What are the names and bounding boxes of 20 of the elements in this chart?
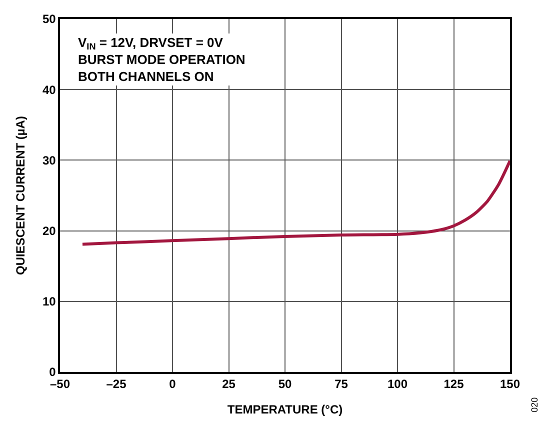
y-tick-label: 0	[49, 365, 56, 380]
y-tick-label: 50	[42, 12, 56, 26]
y-tick-label: 40	[42, 82, 56, 97]
x-tick-label: 125	[444, 377, 464, 392]
y-axis-title: QUIESCENT CURRENT (µA)	[13, 116, 28, 275]
x-tick-label: 0	[169, 377, 176, 392]
y-tick-label: 20	[42, 224, 56, 238]
x-tick-label: –25	[106, 377, 127, 392]
y-tick-label: 10	[42, 294, 56, 309]
line-series	[81, 159, 510, 246]
x-axis-title: TEMPERATURE (°C)	[227, 402, 343, 417]
annotation: V$_{IN}$ = 12V, DRVSET = 0V BURST MODE OPERATION BOTH CHANNELS ON	[78, 35, 246, 84]
x-tick-label: 100	[387, 377, 408, 392]
text: 020	[530, 397, 540, 412]
x-tick-label: 75	[334, 377, 348, 392]
x-tick-label: 25	[222, 377, 236, 392]
x-tick-label: 50	[278, 377, 292, 392]
x-tick-label: –50	[50, 377, 70, 392]
y-tick-label: 30	[42, 153, 56, 168]
x-tick-label: 150	[500, 377, 520, 392]
